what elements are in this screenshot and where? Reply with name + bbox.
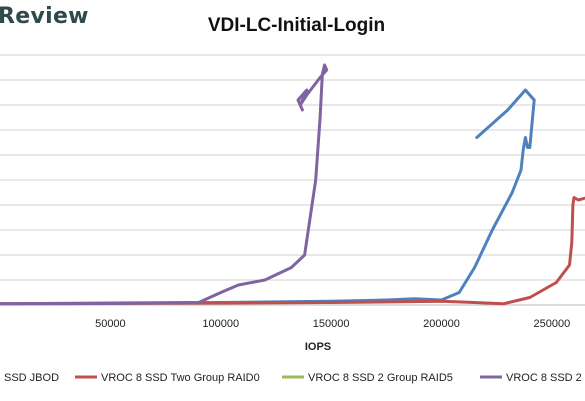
x-tick-label: 250000 bbox=[534, 318, 571, 330]
x-tick-label: 100000 bbox=[202, 318, 239, 330]
x-axis-label: IOPS bbox=[305, 341, 331, 353]
x-tick-label: 50000 bbox=[95, 318, 126, 330]
legend-label-3: VROC 8 SSD 2 Group RAID10 bbox=[506, 372, 585, 384]
gridlines bbox=[0, 54, 585, 306]
chart-title: VDI-LC-Initial-Login bbox=[0, 15, 585, 37]
series-lines bbox=[0, 63, 585, 306]
chart-title-text: VDI-LC-Initial-Login bbox=[207, 15, 386, 36]
x-tick-label: 200000 bbox=[423, 318, 460, 330]
x-axis-ticks: 50000 100000 150000 200000 250000 bbox=[95, 318, 570, 330]
series-line-3 bbox=[0, 63, 329, 306]
series-line-1 bbox=[0, 196, 585, 306]
x-tick-label: 150000 bbox=[313, 318, 350, 330]
series-line-0 bbox=[0, 88, 536, 306]
legend: SSD JBOD VROC 8 SSD Two Group RAID0 VROC 8… bbox=[4, 372, 585, 384]
legend-label-1: VROC 8 SSD Two Group RAID0 bbox=[101, 372, 260, 384]
legend-label-2: VROC 8 SSD 2 Group RAID5 bbox=[308, 372, 453, 384]
site-watermark: Review bbox=[0, 4, 89, 29]
legend-label-0: SSD JBOD bbox=[4, 372, 59, 384]
